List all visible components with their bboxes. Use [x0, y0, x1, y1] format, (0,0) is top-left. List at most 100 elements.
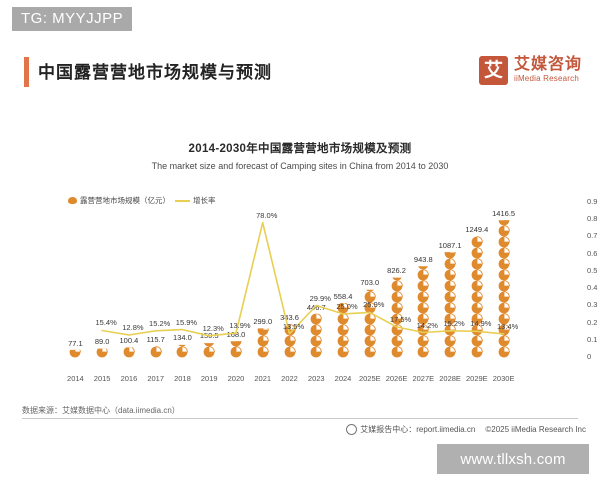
y-tick-right: 0.4	[587, 283, 598, 293]
globe-icon	[346, 424, 358, 435]
bar-column	[471, 236, 483, 358]
x-tick: 2024	[334, 374, 352, 383]
growth-rate-label: 14.9%	[470, 319, 492, 329]
report-center-label: 艾媒报告中心：report.iimedia.cn	[360, 425, 476, 434]
copyright-label: ©2025 iiMedia Research Inc	[485, 425, 586, 434]
growth-rate-label: 15.2%	[149, 318, 171, 328]
legend-label-growth-rate: 增长率	[193, 196, 216, 205]
growth-rate-label: 12.8%	[122, 322, 144, 332]
page-header: 中国露营营地市场规模与预测 艾 艾媒咨询 iiMedia Research	[0, 46, 600, 104]
growth-rate-label: 15.2%	[443, 318, 465, 328]
x-tick: 2020	[227, 374, 245, 383]
x-tick: 2018	[174, 374, 191, 383]
bar-value-label: 77.1	[68, 338, 83, 348]
x-tick: 2022	[281, 374, 298, 383]
y-tick-right: 0.5	[587, 265, 598, 275]
bar-column	[69, 346, 82, 358]
y-tick-right: 0.2	[587, 317, 598, 327]
bar-column	[391, 269, 403, 358]
y-tick-right: 0.3	[587, 300, 598, 310]
growth-rate-label: 14.2%	[416, 320, 438, 330]
bar-value-label: 115.7	[146, 334, 165, 344]
bar-value-label: 1087.1	[438, 240, 462, 250]
pictogram-unit-icon	[337, 346, 349, 358]
y-tick-right: 0.1	[587, 334, 598, 344]
growth-rate-label: 25.0%	[336, 301, 358, 311]
y-tick-right: 0.8	[587, 214, 598, 224]
pictogram-unit-icon	[364, 335, 376, 347]
growth-rate-label: 78.0%	[256, 210, 278, 220]
legend-item-market-size: 露营营地市场规模（亿元）	[68, 195, 170, 206]
bar-value-label: 1249.4	[465, 224, 489, 234]
plot-area: 露营营地市场规模（亿元） 增长率 1600.01400.01200.01000.…	[0, 192, 600, 397]
bar-column	[150, 346, 162, 358]
bar-value-label: 558.4	[333, 291, 353, 301]
brand-logo: 艾 艾媒咨询 iiMedia Research	[478, 56, 582, 85]
bar-column	[96, 346, 108, 358]
pictogram-unit-icon	[230, 335, 242, 347]
pictogram-unit-icon	[364, 346, 376, 358]
y-tick-right: 0.7	[587, 231, 598, 241]
plot-canvas: 1600.01400.01200.01000.0800.0600.0400.02…	[62, 197, 597, 383]
pictogram-unit-icon	[471, 346, 483, 358]
growth-rate-label: 13.5%	[282, 321, 305, 331]
pictogram-unit-icon	[96, 346, 108, 358]
report-center-link[interactable]: 艾媒报告中心：report.iimedia.cn	[346, 424, 475, 435]
x-tick: 2027E	[412, 374, 435, 383]
x-tick: 2023	[307, 374, 325, 383]
bar-value-label: 168.0	[226, 329, 246, 339]
legend-pictogram-icon	[68, 197, 77, 204]
pictogram-unit-icon	[284, 346, 296, 358]
legend-label-market-size: 露营营地市场规模（亿元）	[80, 196, 170, 205]
pictogram-unit-icon	[391, 346, 403, 358]
bar-column	[123, 346, 135, 358]
brand-mark-icon: 艾	[478, 56, 508, 85]
pictogram-unit-icon	[310, 346, 323, 358]
source-note: 数据来源：艾媒数据中心（data.iimedia.cn）	[22, 406, 180, 415]
bar-column	[230, 335, 242, 358]
bar-column	[364, 280, 376, 358]
watermark: www.tllxsh.com	[437, 444, 589, 474]
header-accent-bar	[24, 57, 29, 87]
x-tick: 2019	[200, 374, 218, 383]
page-footer: 艾媒报告中心：report.iimedia.cn ©2025 iiMedia R…	[346, 424, 586, 435]
x-tick: 2030E	[492, 374, 515, 383]
bar-value-label: 1416.5	[492, 208, 516, 218]
bar-value-label: 826.2	[387, 265, 406, 275]
pictogram-unit-icon	[498, 346, 510, 358]
brand-name-cn: 艾媒咨询	[513, 56, 582, 74]
bar-value-label: 446.7	[306, 302, 326, 312]
pictogram-unit-icon	[257, 335, 269, 347]
pictogram-unit-icon	[176, 346, 189, 358]
growth-rate-label: 13.9%	[229, 321, 251, 331]
x-tick: 2021	[254, 374, 272, 383]
growth-rate-label: 25.9%	[363, 300, 385, 310]
bar-value-label: 100.4	[119, 336, 139, 346]
bar-column	[444, 247, 456, 358]
growth-rate-label: 15.9%	[175, 317, 198, 327]
x-tick: 2017	[147, 374, 165, 383]
x-tick: 2014	[67, 374, 84, 383]
x-tick: 2025E	[358, 374, 381, 383]
pictogram-unit-icon	[176, 335, 188, 347]
bar-value-label: 134.0	[173, 333, 192, 343]
pictogram-unit-icon	[417, 346, 430, 358]
growth-rate-label: 17.5%	[389, 314, 412, 324]
x-tick: 2026E	[385, 374, 408, 383]
bar-column	[310, 313, 323, 358]
bar-column	[498, 214, 510, 358]
brand-text: 艾媒咨询 iiMedia Research	[513, 56, 582, 84]
pictogram-unit-icon	[444, 346, 456, 358]
growth-rate-label: 15.4%	[95, 318, 117, 328]
chart-card: 2014-2030年中国露营营地市场规模及预测 The market size …	[0, 110, 600, 400]
bar-value-label: 943.8	[413, 254, 433, 264]
pictogram-unit-icon	[284, 335, 296, 347]
bar-column	[176, 335, 189, 358]
x-tick: 2029E	[466, 374, 488, 383]
bar-value-label: 299.0	[253, 317, 273, 327]
bar-column	[203, 335, 216, 358]
pictogram-unit-icon	[69, 346, 82, 358]
pictogram-unit-icon	[150, 346, 162, 358]
bar-value-label: 703.0	[360, 277, 380, 287]
chart-legend: 露营营地市场规模（亿元） 增长率	[68, 195, 216, 206]
